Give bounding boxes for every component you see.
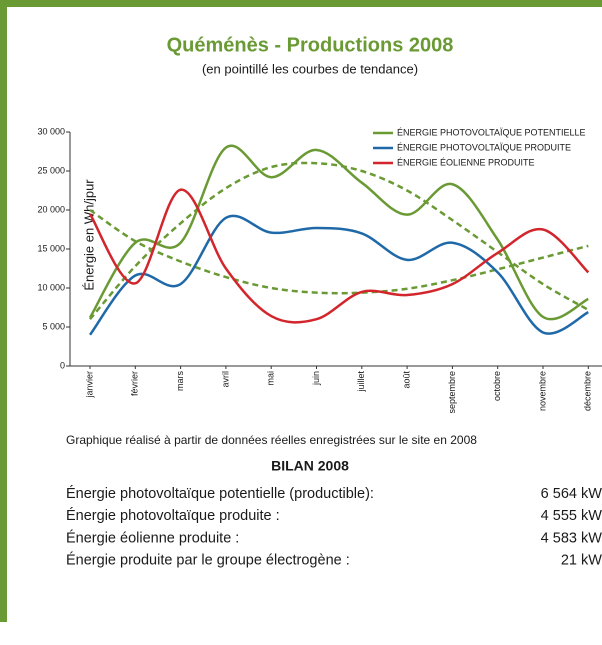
- bilan-value: 4 583 kWh: [541, 530, 602, 546]
- x-tick-label: mars: [175, 371, 185, 391]
- bilan-value: 6 564 kWh: [541, 486, 602, 502]
- y-tick-label: 20 000: [37, 204, 65, 214]
- bilan-title: BILAN 2008: [271, 458, 349, 474]
- y-tick-label: 5 000: [42, 321, 65, 331]
- x-tick-label: février: [130, 371, 140, 396]
- bilan-label: Énergie photovoltaïque produite :: [66, 507, 280, 524]
- x-tick-label: mai: [266, 371, 276, 386]
- series-line: [88, 214, 589, 336]
- y-tick-label: 15 000: [37, 243, 65, 253]
- legend-label: ÉNERGIE ÉOLIENNE PRODUITE: [397, 157, 535, 167]
- frame-left: [0, 0, 7, 622]
- x-tick-label: janvier: [84, 371, 94, 399]
- y-tick-label: 25 000: [37, 165, 65, 175]
- x-tick-label: novembre: [537, 371, 547, 411]
- x-tick-label: juin: [311, 371, 321, 386]
- trend-line: [89, 208, 589, 295]
- series-line: [88, 188, 590, 324]
- chart-subtitle: (en pointillé les courbes de tendance): [202, 61, 418, 76]
- y-tick-label: 30 000: [37, 126, 65, 136]
- x-tick-label: décembre: [583, 371, 593, 411]
- y-tick-label: 0: [60, 360, 65, 370]
- x-tick-label: septembre: [447, 371, 457, 414]
- bilan-label: Énergie photovoltaïque potentielle (prod…: [66, 485, 374, 502]
- series-line: [88, 144, 589, 321]
- bilan-value: 21 kWh: [561, 553, 602, 569]
- note: Graphique réalisé à partir de données ré…: [66, 433, 477, 447]
- x-tick-label: juillet: [356, 371, 366, 393]
- x-tick-label: août: [401, 371, 411, 389]
- legend-label: ÉNERGIE PHOTOVOLTAÏQUE PRODUITE: [397, 142, 571, 152]
- y-tick-label: 10 000: [37, 282, 65, 292]
- x-tick-label: avril: [220, 371, 230, 388]
- x-tick-label: octobre: [492, 371, 502, 401]
- bilan-label: Énergie éolienne produite :: [66, 529, 239, 546]
- trend-line: [89, 161, 589, 321]
- y-axis-label: Énergie en Wh/jpur: [81, 179, 96, 291]
- bilan-label: Énergie produite par le groupe électrogè…: [66, 552, 350, 569]
- bilan-value: 4 555 kWh: [541, 508, 602, 524]
- frame-top: [0, 0, 602, 7]
- legend-label: ÉNERGIE PHOTOVOLTAÏQUE POTENTIELLE: [397, 127, 586, 137]
- chart-title: Quéménès - Productions 2008: [167, 34, 454, 56]
